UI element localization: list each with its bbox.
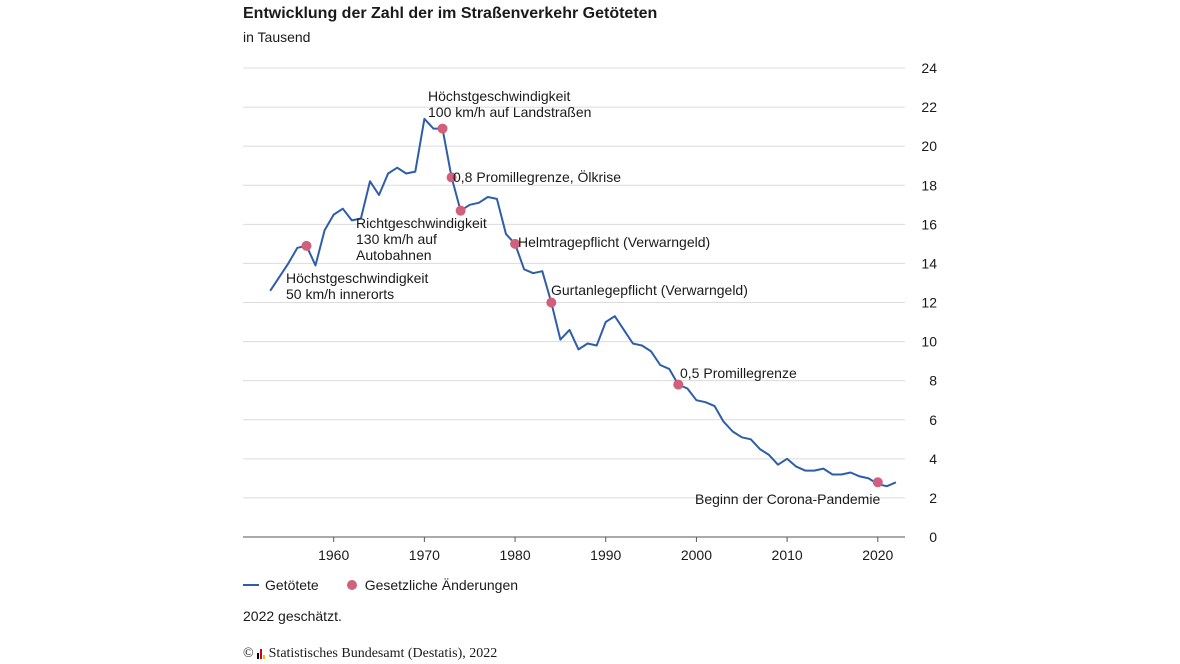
copyright-symbol: © — [243, 646, 254, 661]
legend-line-swatch — [243, 584, 259, 586]
y-tick-label: 14 — [921, 255, 937, 271]
x-tick-label: 2000 — [681, 547, 712, 563]
y-tick-label: 10 — [921, 334, 937, 350]
chart-subtitle: in Tausend — [243, 29, 311, 45]
law-change-marker — [437, 123, 448, 134]
annotation-label: Höchstgeschwindigkeit 50 km/h innerorts — [286, 270, 429, 302]
series-line-getoetete — [269, 117, 897, 488]
legend-dot-swatch — [346, 580, 357, 590]
annotation-label: Beginn der Corona-Pandemie — [695, 491, 880, 507]
y-tick-label: 18 — [921, 177, 937, 193]
law-change-marker — [446, 172, 457, 183]
annotation-line: 0,8 Promillegrenze, Ölkrise — [453, 168, 621, 185]
footnote: 2022 geschätzt. — [243, 608, 342, 624]
annotation-label: Richtgeschwindigkeit 130 km/h auf Autobahn… — [356, 215, 487, 263]
law-change-marker — [455, 205, 466, 216]
y-tick-label: 16 — [921, 216, 937, 232]
y-tick-label: 2 — [929, 490, 937, 506]
y-tick-label: 4 — [929, 451, 937, 467]
legend: Getötete Gesetzliche Änderungen — [243, 577, 518, 593]
annotation-label: Höchstgeschwindigkeit 100 km/h auf Landst… — [428, 88, 591, 120]
x-tick-label: 1960 — [318, 547, 349, 563]
annotation-line: Helmtragepflicht (Verwarngeld) — [518, 234, 710, 250]
y-tick-label: 6 — [929, 412, 937, 428]
x-tick-label: 1980 — [499, 547, 530, 563]
annotation-line: Höchstgeschwindigkeit — [428, 88, 571, 104]
x-tick-label: 1990 — [590, 547, 621, 563]
legend-dot-label: Gesetzliche Änderungen — [364, 577, 519, 593]
destatis-logo-icon — [256, 649, 265, 659]
law-change-marker — [510, 238, 521, 249]
source-text: Statistisches Bundesamt (Destatis), 2022 — [268, 646, 498, 661]
x-tick-label: 1970 — [409, 547, 440, 563]
y-tick-label: 22 — [921, 99, 937, 115]
annotation-label: 0,5 Promillegrenze — [680, 365, 797, 381]
law-change-marker — [872, 477, 883, 488]
chart-title: Entwicklung der Zahl der im Straßenverke… — [243, 5, 658, 22]
x-tick-label: 2020 — [862, 547, 893, 563]
annotation-line: 50 km/h innerorts — [286, 286, 394, 302]
annotation-line: 100 km/h auf Landstraßen — [428, 104, 591, 120]
law-change-marker — [301, 240, 312, 251]
law-change-marker — [673, 379, 684, 390]
annotation-label: Gurtanlegepflicht (Verwarngeld) — [551, 282, 748, 298]
y-tick-label: 24 — [921, 60, 937, 76]
law-change-marker — [546, 297, 557, 308]
annotation-line: 0,5 Promillegrenze — [680, 365, 797, 381]
annotation-line: Richtgeschwindigkeit — [356, 215, 487, 231]
y-tick-label: 20 — [921, 138, 937, 154]
annotation-line: Gurtanlegepflicht (Verwarngeld) — [551, 282, 748, 298]
y-tick-label: 12 — [921, 295, 937, 311]
y-tick-label: 0 — [929, 529, 937, 545]
annotation-label: Helmtragepflicht (Verwarngeld) — [518, 234, 710, 250]
annotation-line: Autobahnen — [356, 247, 432, 263]
source-line: © Statistisches Bundesamt (Destatis), 20… — [243, 646, 497, 662]
annotation-line: 130 km/h auf — [356, 231, 437, 247]
legend-line-label: Getötete — [265, 577, 319, 593]
y-tick-label: 8 — [929, 373, 937, 389]
annotation-label: 0,8 Promillegrenze, Ölkrise — [453, 168, 621, 185]
annotation-line: Beginn der Corona-Pandemie — [695, 491, 880, 507]
x-tick-label: 2010 — [772, 547, 803, 563]
annotation-line: Höchstgeschwindigkeit — [286, 270, 429, 286]
